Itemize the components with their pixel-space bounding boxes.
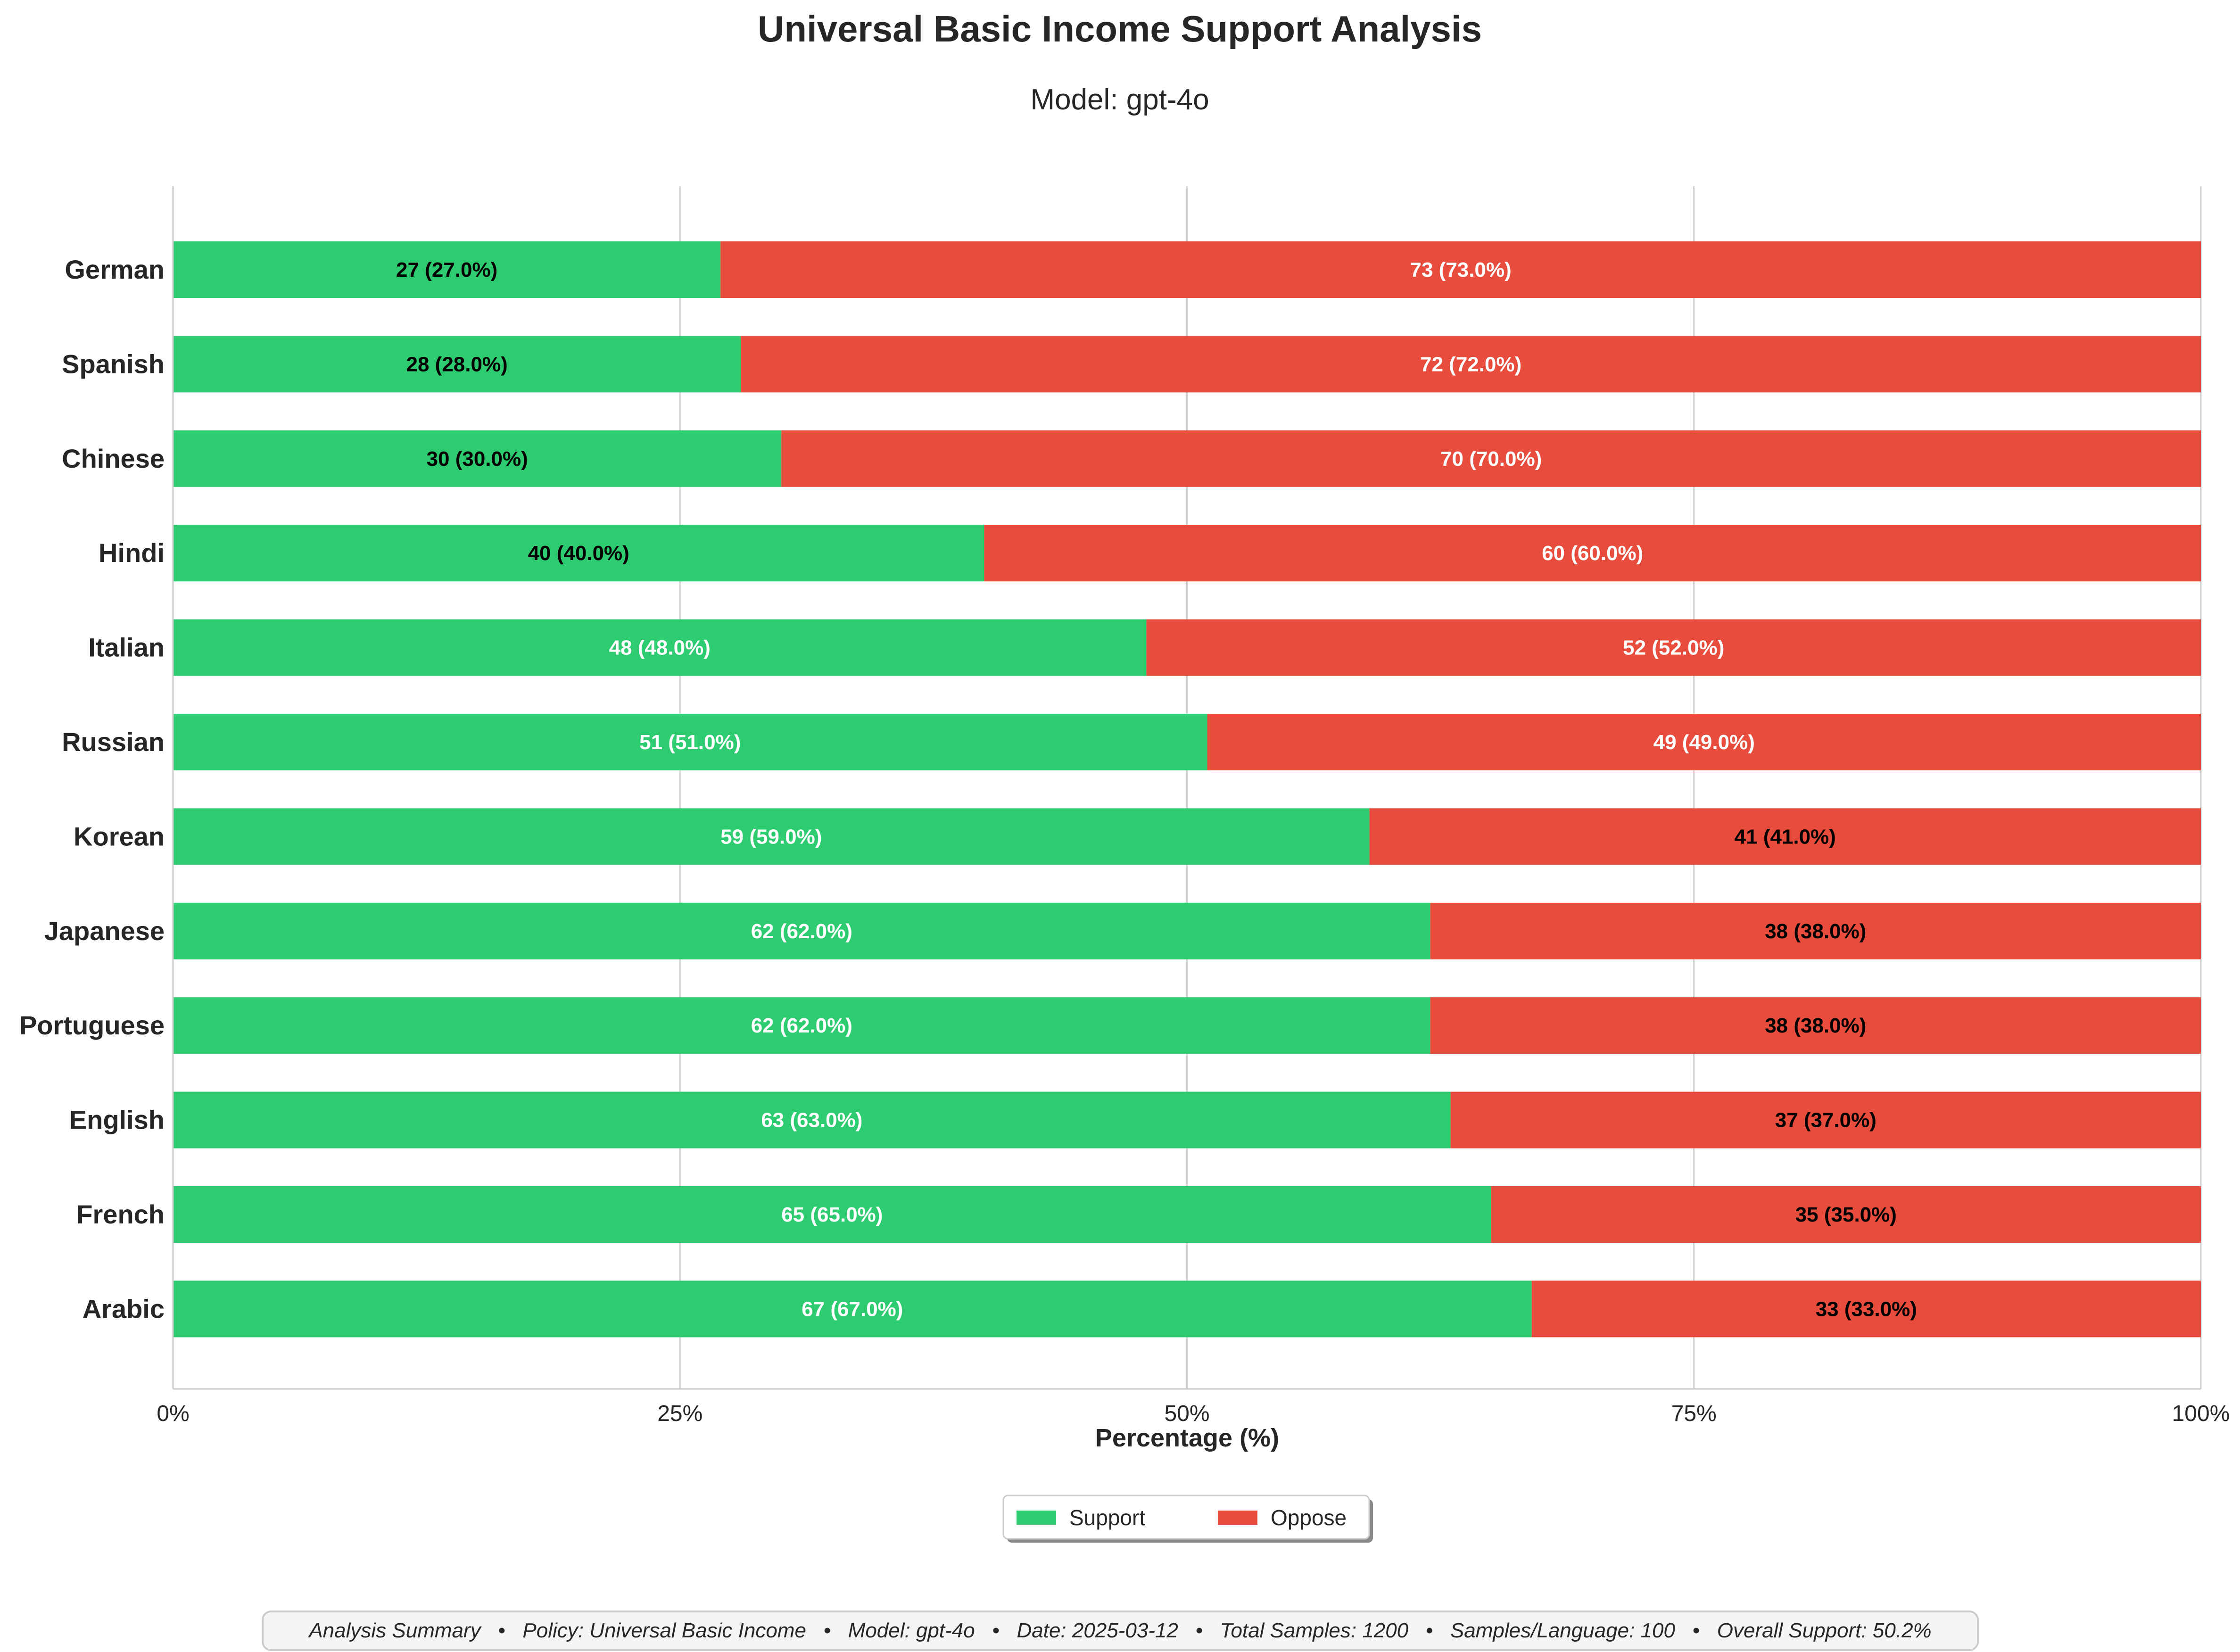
bar-oppose[interactable] bbox=[1430, 997, 2201, 1054]
bar-support[interactable] bbox=[173, 525, 984, 582]
bar-value-label: 67 (67.0%) bbox=[802, 1297, 903, 1321]
category-label: English bbox=[69, 1105, 165, 1135]
x-tick-label: 0% bbox=[157, 1401, 189, 1426]
category-label: Korean bbox=[74, 821, 165, 851]
bar-support[interactable] bbox=[173, 1091, 1451, 1148]
legend-swatch-oppose bbox=[1218, 1511, 1257, 1525]
bar-value-label: 70 (70.0%) bbox=[1440, 447, 1542, 471]
category-label: German bbox=[65, 255, 165, 284]
bar-value-label: 41 (41.0%) bbox=[1735, 825, 1836, 848]
category-label: Hindi bbox=[99, 538, 165, 568]
bar-support[interactable] bbox=[173, 902, 1430, 959]
x-axis-label: Percentage (%) bbox=[1095, 1424, 1279, 1452]
category-label: Chinese bbox=[62, 444, 165, 473]
category-label: Italian bbox=[88, 633, 165, 662]
category-label: Spanish bbox=[62, 349, 165, 379]
legend[interactable]: Support Oppose bbox=[1002, 1495, 1373, 1543]
category-label: Russian bbox=[62, 727, 165, 757]
bar-value-label: 28 (28.0%) bbox=[406, 353, 508, 376]
bar-value-label: 30 (30.0%) bbox=[427, 447, 528, 471]
x-tick-label: 25% bbox=[657, 1401, 703, 1426]
bar-oppose[interactable] bbox=[720, 241, 2201, 298]
bar-value-label: 27 (27.0%) bbox=[396, 258, 497, 281]
bar-support[interactable] bbox=[173, 714, 1207, 770]
chart-title: Universal Basic Income Support Analysis bbox=[758, 8, 1482, 50]
bar-oppose[interactable] bbox=[1146, 619, 2201, 676]
bar-oppose[interactable] bbox=[1430, 902, 2201, 959]
bar-value-label: 49 (49.0%) bbox=[1653, 731, 1755, 754]
category-label: Arabic bbox=[83, 1294, 165, 1323]
bar-value-label: 59 (59.0%) bbox=[720, 825, 822, 848]
bar-support[interactable] bbox=[173, 336, 741, 393]
bar-support[interactable] bbox=[173, 241, 721, 298]
x-tick-label: 75% bbox=[1671, 1401, 1717, 1426]
bar-support[interactable] bbox=[173, 1280, 1532, 1338]
x-tick-label: 50% bbox=[1164, 1401, 1209, 1426]
bar-value-label: 62 (62.0%) bbox=[751, 1014, 852, 1037]
legend-label-support: Support bbox=[1069, 1505, 1145, 1530]
bar-value-label: 65 (65.0%) bbox=[781, 1203, 883, 1226]
x-tick-label: 100% bbox=[2172, 1401, 2230, 1426]
bar-oppose[interactable] bbox=[741, 336, 2201, 393]
bar-oppose[interactable] bbox=[1207, 714, 2201, 770]
summary-text: Analysis Summary • Policy: Universal Bas… bbox=[307, 1619, 1931, 1642]
bars: 27 (27.0%) 73 (73.0%) 28 (28.0%) 72 (72.0%)… bbox=[173, 241, 2201, 1338]
bar-oppose[interactable] bbox=[1491, 1186, 2201, 1243]
bar-value-label: 52 (52.0%) bbox=[1623, 636, 1724, 660]
bar-oppose[interactable] bbox=[781, 430, 2201, 487]
bar-value-label: 51 (51.0%) bbox=[639, 731, 741, 754]
bar-value-label: 35 (35.0%) bbox=[1795, 1203, 1897, 1226]
summary-box-bg bbox=[262, 1611, 1979, 1651]
bar-value-label: 40 (40.0%) bbox=[528, 542, 629, 565]
bar-oppose[interactable] bbox=[984, 525, 2201, 582]
category-label: French bbox=[76, 1199, 165, 1229]
legend-swatch-support bbox=[1017, 1511, 1056, 1525]
bar-support[interactable] bbox=[173, 1186, 1491, 1243]
bar-oppose[interactable] bbox=[1450, 1091, 2201, 1148]
bar-oppose[interactable] bbox=[1369, 808, 2201, 865]
bar-value-label: 62 (62.0%) bbox=[751, 920, 852, 943]
axes: 0% 25% 50% 75% 100% German Spanish Chinese Hindi… bbox=[19, 186, 2230, 1426]
bar-support[interactable] bbox=[173, 808, 1370, 865]
bar-value-label: 73 (73.0%) bbox=[1410, 258, 1512, 281]
bar-support[interactable] bbox=[173, 430, 782, 487]
bar-support[interactable] bbox=[173, 619, 1147, 676]
bar-oppose[interactable] bbox=[1531, 1280, 2201, 1338]
bar-support[interactable] bbox=[173, 997, 1430, 1054]
summary-box: Analysis Summary • Policy: Universal Bas… bbox=[262, 1611, 1979, 1651]
bar-value-label: 63 (63.0%) bbox=[761, 1109, 862, 1132]
bar-value-label: 33 (33.0%) bbox=[1816, 1297, 1917, 1321]
chart-subtitle: Model: gpt-4o bbox=[1030, 83, 1209, 116]
bar-value-label: 38 (38.0%) bbox=[1765, 1014, 1866, 1037]
category-label: Japanese bbox=[44, 916, 165, 946]
category-label: Portuguese bbox=[19, 1010, 165, 1040]
legend-box bbox=[1002, 1495, 1370, 1540]
legend-label-oppose: Oppose bbox=[1271, 1505, 1347, 1530]
bar-value-label: 72 (72.0%) bbox=[1420, 353, 1521, 376]
bar-value-label: 37 (37.0%) bbox=[1775, 1109, 1876, 1132]
bar-value-label: 60 (60.0%) bbox=[1542, 542, 1643, 565]
bar-value-label: 48 (48.0%) bbox=[609, 636, 711, 660]
bar-value-label: 38 (38.0%) bbox=[1765, 920, 1866, 943]
